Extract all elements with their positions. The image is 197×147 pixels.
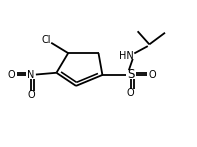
Text: O: O	[8, 70, 15, 80]
Text: O: O	[127, 88, 135, 98]
Text: N: N	[27, 70, 35, 80]
Text: Cl: Cl	[42, 35, 51, 45]
Text: O: O	[149, 70, 156, 80]
Text: HN: HN	[120, 51, 134, 61]
Text: O: O	[27, 90, 35, 100]
Text: S: S	[127, 69, 135, 81]
